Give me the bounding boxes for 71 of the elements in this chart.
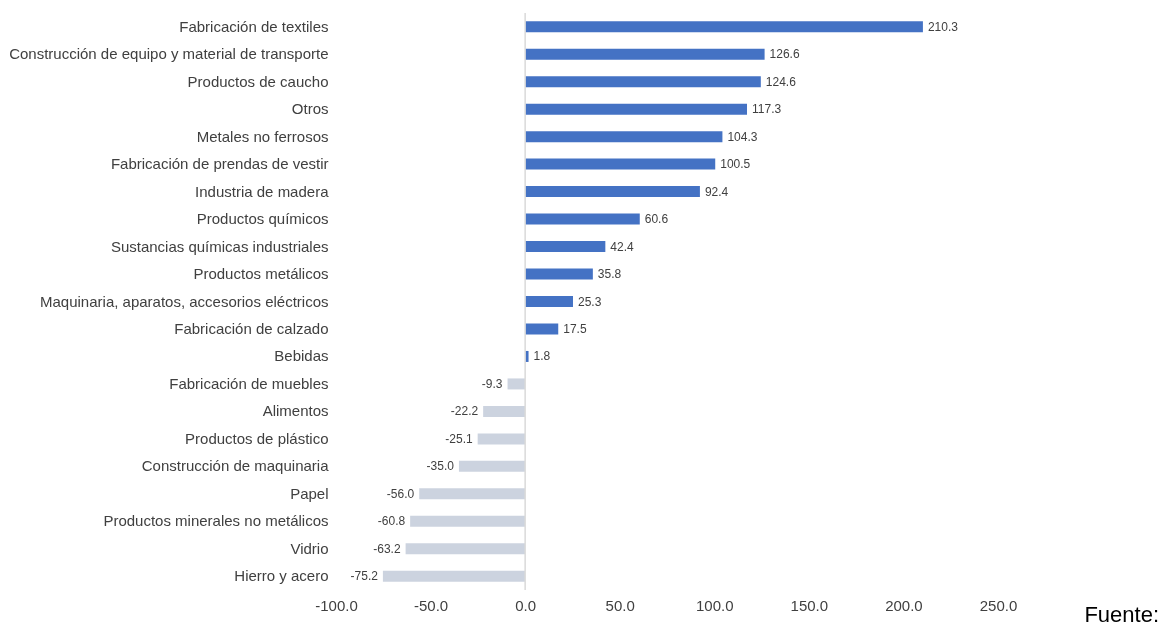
data-label: -22.2	[450, 404, 479, 419]
bar	[458, 460, 526, 472]
y-tick-label: Alimentos	[262, 402, 329, 420]
bar	[405, 543, 526, 555]
bar	[525, 213, 640, 225]
y-tick-label: Productos metálicos	[193, 265, 329, 283]
x-tick-label: 0.0	[515, 596, 537, 614]
data-label: 100.5	[720, 157, 751, 172]
y-tick-label: Papel	[290, 484, 329, 502]
x-tick-label: 250.0	[979, 596, 1018, 614]
data-label: -60.8	[377, 514, 406, 529]
y-tick-label: Industria de madera	[195, 182, 330, 200]
bar	[525, 186, 700, 198]
y-tick-label: Fabricación de prendas de vestir	[110, 155, 329, 173]
x-tick-label: -100.0	[315, 596, 358, 614]
bar	[525, 158, 716, 170]
data-label: -75.2	[350, 569, 379, 584]
data-label: -56.0	[386, 486, 415, 501]
bar	[483, 405, 526, 417]
data-label: -35.0	[426, 459, 455, 474]
bar	[525, 48, 765, 60]
bar	[525, 241, 606, 253]
x-tick-label: 200.0	[885, 596, 923, 614]
y-tick-label: Otros	[291, 100, 329, 118]
data-label: 117.3	[752, 102, 782, 117]
y-tick-label: Sustancias químicas industriales	[110, 237, 329, 255]
data-label: 17.5	[563, 321, 587, 336]
data-label: 60.6	[644, 212, 669, 227]
bar	[410, 515, 526, 527]
y-tick-label: Productos de plástico	[185, 429, 329, 447]
data-label: 25.3	[578, 294, 602, 309]
data-label: 126.6	[769, 47, 800, 62]
y-tick-label: Metales no ferrosos	[196, 127, 329, 145]
data-label: 210.3	[927, 19, 959, 34]
x-tick-label: -50.0	[413, 596, 449, 614]
bar	[525, 323, 559, 335]
y-tick-label: Bebidas	[274, 347, 329, 365]
y-tick-label: Fabricación de muebles	[169, 374, 329, 392]
bar	[507, 378, 526, 390]
bar	[525, 76, 761, 88]
y-tick-label: Fabricación de textiles	[179, 17, 329, 35]
bar	[382, 570, 526, 582]
bar	[525, 268, 593, 280]
y-tick-label: Maquinaria, aparatos, accesorios eléctricos	[40, 292, 329, 310]
data-label: 124.6	[765, 74, 797, 89]
data-label: 35.8	[597, 267, 622, 282]
data-label: -25.1	[445, 431, 473, 446]
y-tick-label: Productos minerales no metálicos	[103, 512, 329, 530]
y-tick-label: Productos de caucho	[187, 72, 329, 90]
x-tick-label: 150.0	[790, 596, 829, 614]
x-tick-label: 100.0	[696, 596, 734, 614]
data-label: 1.8	[533, 349, 551, 364]
data-label: 42.4	[610, 239, 635, 254]
bar	[525, 21, 923, 33]
data-label: -63.2	[373, 541, 401, 556]
bar	[525, 103, 748, 115]
y-tick-label: Hierro y acero	[234, 567, 329, 585]
data-label: 104.3	[727, 129, 758, 144]
bar	[525, 131, 723, 143]
bar	[419, 488, 526, 500]
bar	[525, 296, 573, 307]
y-tick-label: Productos químicos	[196, 210, 329, 228]
source-note: Fuente:	[1084, 602, 1159, 628]
y-tick-label: Construcción de maquinaria	[141, 457, 330, 475]
y-tick-label: Construcción de equipo y material de transporte	[9, 45, 329, 63]
y-tick-label: Fabricación de calzado	[174, 319, 329, 337]
data-label: -9.3	[481, 376, 503, 391]
bar	[477, 433, 526, 445]
x-tick-label: 50.0	[605, 596, 635, 614]
data-label: 92.4	[704, 184, 729, 199]
y-tick-label: Vidrio	[290, 539, 329, 557]
